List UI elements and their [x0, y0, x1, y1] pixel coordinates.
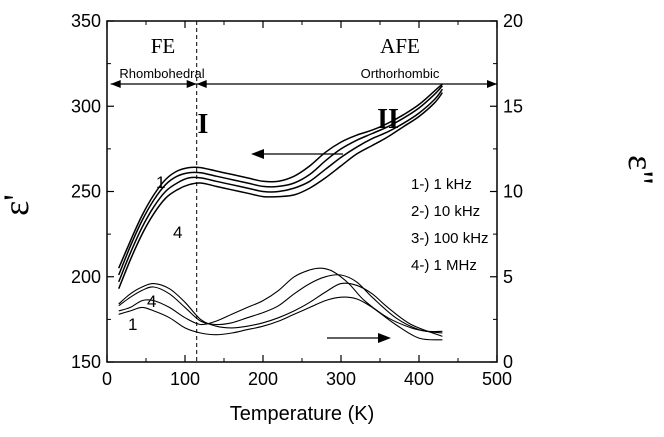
fe-phase-label: FE — [151, 34, 176, 58]
x-tick-label: 100 — [170, 369, 200, 389]
fe-arrowhead-right — [186, 80, 197, 88]
y-left-tick-label: 300 — [71, 96, 101, 116]
imag-curve-1 — [118, 267, 443, 333]
x-tick-label: 300 — [326, 369, 356, 389]
legend-entry-1: 1-) 1 kHz — [411, 176, 472, 193]
y-right-axis-title: ε" — [621, 155, 661, 185]
imag-curve-4 — [118, 296, 443, 341]
y-left-tick-label: 150 — [71, 352, 101, 372]
right-axis-pointer-icon — [378, 333, 391, 343]
fe-structure-label: Rhombohedral — [119, 66, 204, 81]
x-tick-label: 500 — [482, 369, 512, 389]
y-right-tick-label: 5 — [503, 267, 513, 287]
y-right-tick-label: 10 — [503, 182, 523, 202]
real-curve-label-1: 1 — [156, 173, 165, 192]
legend-entry-4: 4-) 1 MHz — [411, 257, 477, 274]
left-axis-pointer-icon — [251, 149, 264, 159]
x-ticks: 0 100 200 300 400 500 — [102, 21, 512, 389]
legend-entry-3: 3-) 100 kHz — [411, 230, 489, 247]
imag-curve-3 — [118, 282, 443, 337]
y-right-ticks: 0 5 10 15 20 — [490, 11, 523, 372]
region-i-label: I — [198, 109, 209, 140]
real-curve-3 — [118, 88, 444, 283]
real-curve-1 — [118, 83, 443, 269]
y-right-tick-label: 15 — [503, 96, 523, 116]
y-left-tick-label: 250 — [71, 182, 101, 202]
afe-arrowhead-left — [196, 80, 207, 88]
y-left-tick-label: 350 — [71, 11, 101, 31]
real-curve-4 — [118, 92, 444, 289]
real-curve-label-4: 4 — [173, 223, 182, 242]
y-right-tick-label: 0 — [503, 352, 513, 372]
y-right-tick-label: 20 — [503, 11, 523, 31]
afe-phase-label: AFE — [380, 34, 420, 58]
fe-arrowhead-left — [110, 80, 121, 88]
y-left-ticks: 150 200 250 300 350 — [71, 11, 114, 372]
x-tick-label: 400 — [404, 369, 434, 389]
legend: 1-) 1 kHz 2-) 10 kHz 3-) 100 kHz 4-) 1 M… — [411, 176, 489, 274]
real-curve-2 — [118, 85, 443, 276]
real-permittivity-curves — [118, 83, 444, 289]
phase-range-arrows — [110, 80, 497, 88]
y-left-tick-label: 200 — [71, 267, 101, 287]
afe-structure-label: Orthorhombic — [361, 66, 440, 81]
x-tick-label: 0 — [102, 369, 112, 389]
imag-curve-2 — [118, 274, 443, 334]
afe-arrowhead-right — [487, 80, 497, 88]
region-ii-label: II — [377, 104, 399, 135]
x-tick-label: 200 — [248, 369, 278, 389]
x-axis-title: Temperature (K) — [230, 403, 375, 425]
imag-curve-label-4: 4 — [147, 292, 156, 311]
y-left-axis-title: ε' — [0, 194, 36, 216]
imag-curve-label-1: 1 — [128, 315, 137, 334]
imaginary-permittivity-curves — [118, 267, 443, 341]
legend-entry-2: 2-) 10 kHz — [411, 203, 480, 220]
